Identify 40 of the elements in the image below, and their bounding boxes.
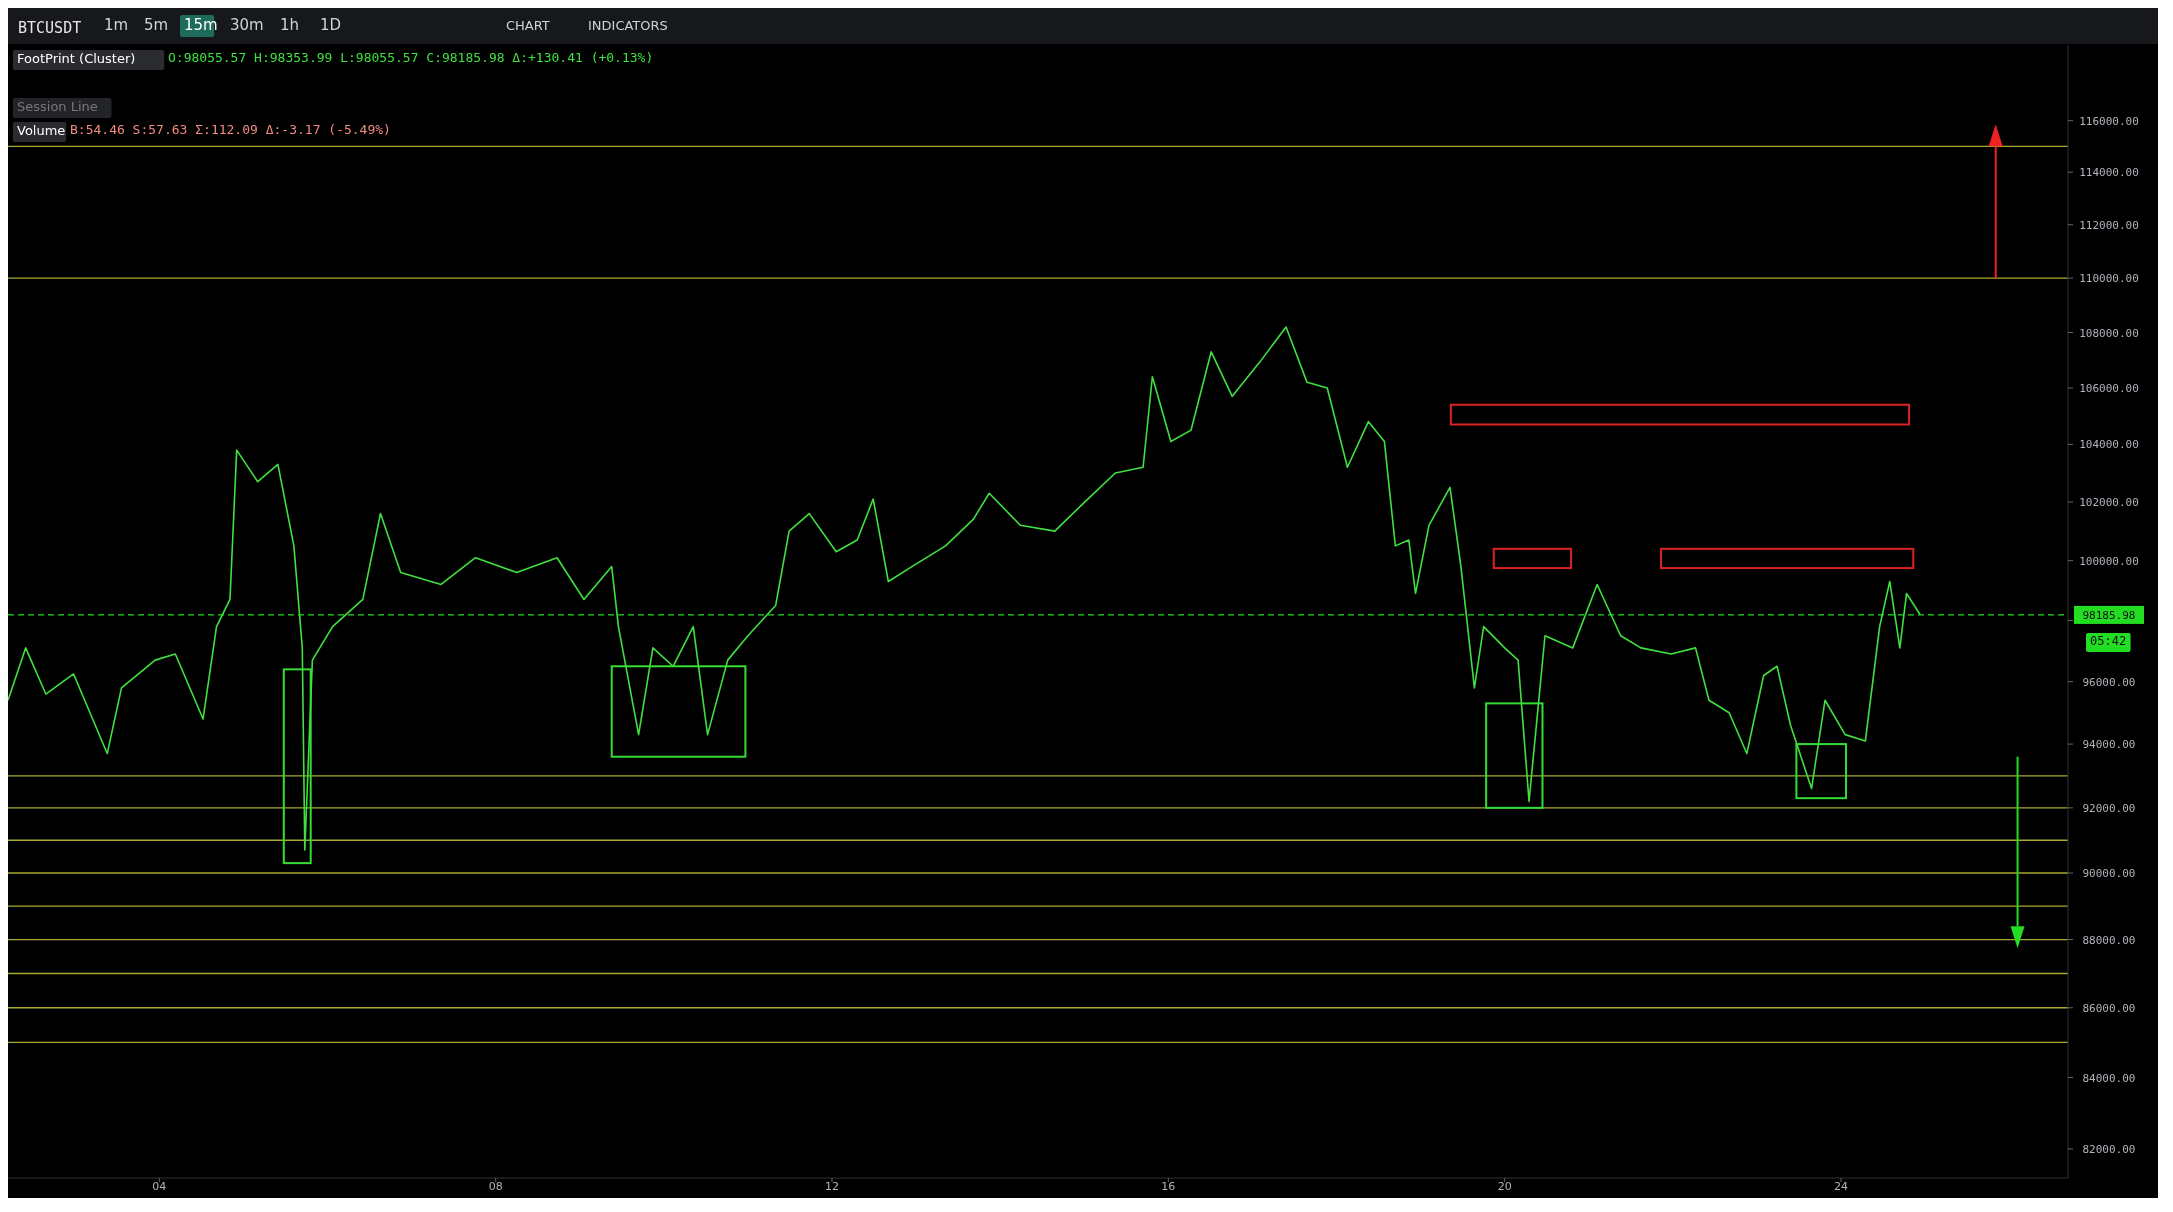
y-tick-label: 108000.00 xyxy=(2079,326,2139,340)
y-tick-label: 96000.00 xyxy=(2082,675,2136,689)
x-tick-label: 04 xyxy=(152,1180,167,1193)
text: 1D xyxy=(320,16,342,34)
y-tick-label: 94000.00 xyxy=(2082,738,2136,752)
y-tick-label: 112000.00 xyxy=(2079,218,2139,232)
text: 5m xyxy=(144,16,169,34)
text: 1h xyxy=(280,16,300,34)
text: CHART xyxy=(506,18,550,33)
y-tick-label: 102000.00 xyxy=(2079,495,2139,509)
y-tick-label: 86000.00 xyxy=(2082,1001,2136,1015)
annotation: FootPrint (Cluster) xyxy=(17,51,136,66)
x-tick-label: 24 xyxy=(1833,1180,1848,1193)
y-tick-label: 88000.00 xyxy=(2082,933,2136,947)
x-tick-label: 16 xyxy=(1161,1180,1176,1193)
text: 1m xyxy=(104,16,129,34)
x-tick-label: 08 xyxy=(488,1180,503,1193)
y-tick-label: 114000.00 xyxy=(2079,166,2139,180)
y-tick-label: 84000.00 xyxy=(2082,1071,2136,1085)
y-tick-label: 106000.00 xyxy=(2079,381,2139,395)
text: BTCUSDT xyxy=(18,19,82,37)
y-tick-label: 82000.00 xyxy=(2082,1142,2136,1156)
y-tick-label: 104000.00 xyxy=(2079,438,2139,452)
annotation: Session Line xyxy=(17,99,98,114)
y-tick-label: 116000.00 xyxy=(2079,114,2139,128)
text: 15m xyxy=(184,16,218,34)
text: 30m xyxy=(230,16,264,34)
y-tick-label: 100000.00 xyxy=(2079,554,2139,568)
text: 05:42 xyxy=(2090,634,2127,648)
y-tick-label: 90000.00 xyxy=(2082,866,2136,880)
annotation: B:54.46 S:57.63 Σ:112.09 Δ:-3.17 (-5.49%) xyxy=(70,122,391,137)
x-tick-label: 12 xyxy=(825,1180,839,1193)
ref-line-label: 98185.98 xyxy=(2082,608,2136,622)
y-tick-label: 92000.00 xyxy=(2082,801,2136,815)
line-series xyxy=(8,326,1921,851)
x-tick-label: 20 xyxy=(1497,1180,1512,1193)
annotation: O:98055.57 H:98353.99 L:98055.57 C:98185.98 Δ:+130.41 (+0.13%) xyxy=(168,50,654,65)
text: INDICATORS xyxy=(588,18,668,33)
y-tick-label: 110000.00 xyxy=(2079,272,2139,286)
annotation: Volume xyxy=(17,123,66,138)
